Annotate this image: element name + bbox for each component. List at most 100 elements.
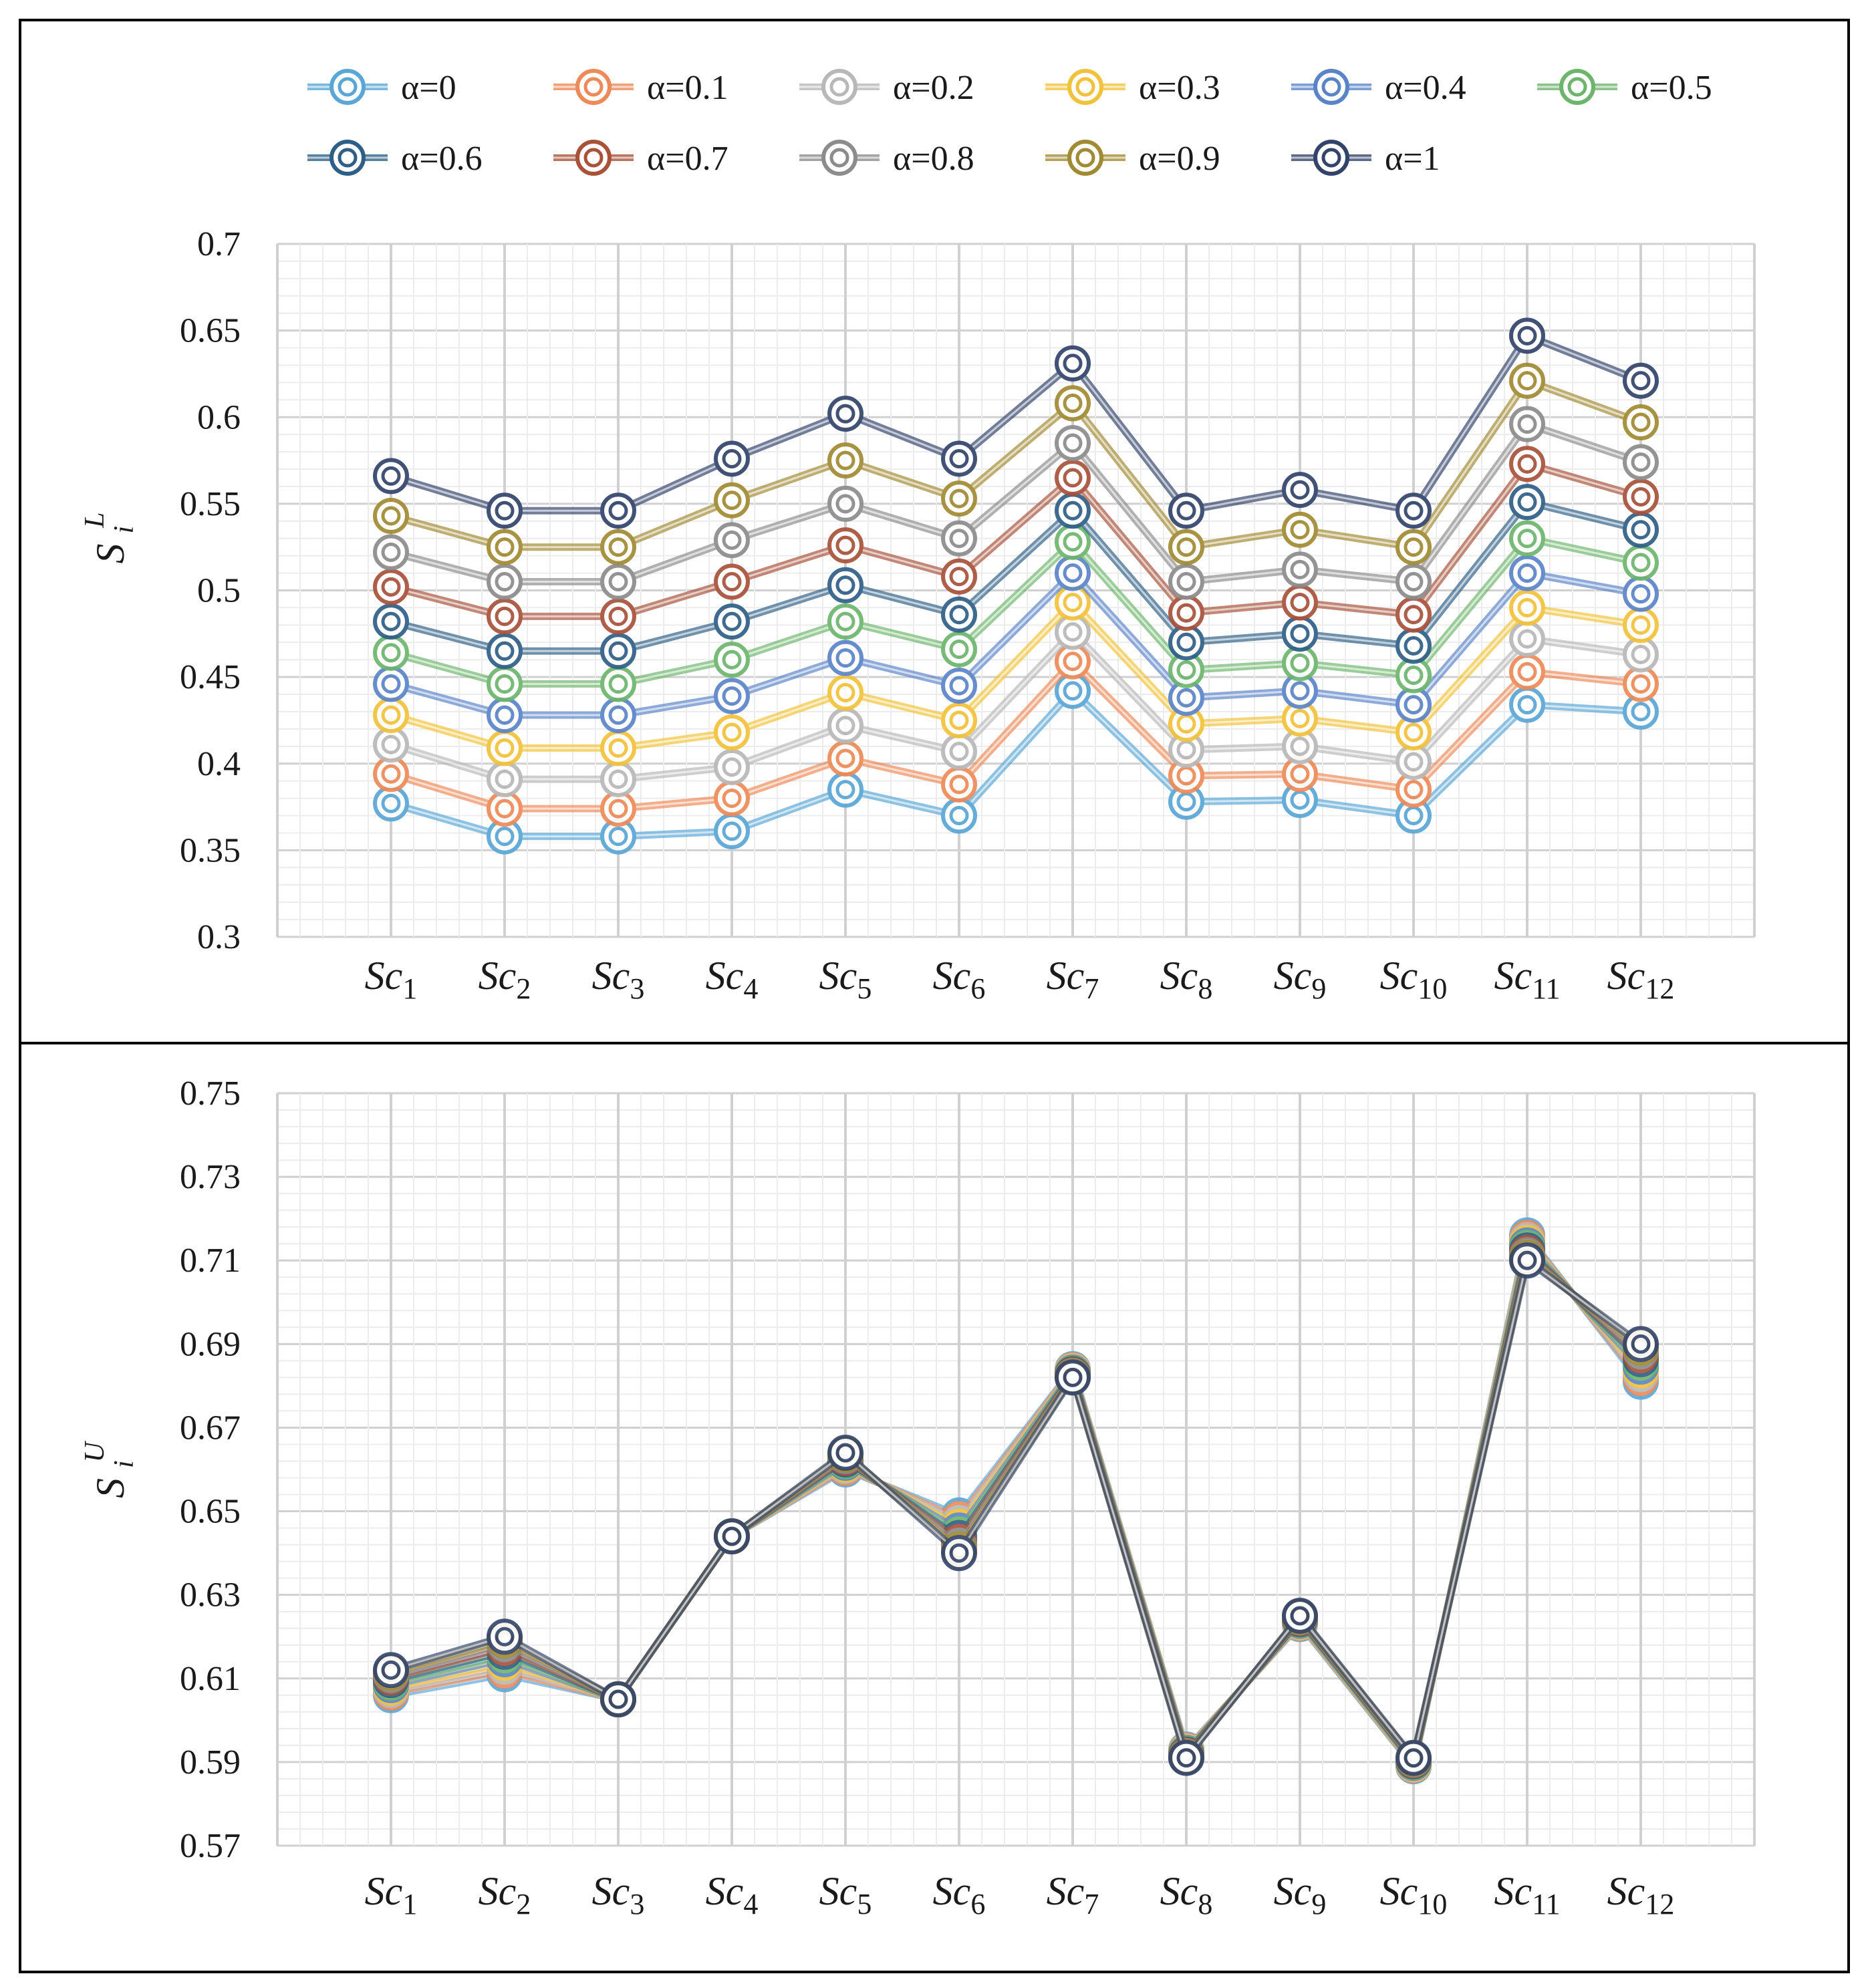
data-point xyxy=(1055,492,1091,529)
x-tick-label: Sc2 xyxy=(479,954,531,1005)
legend-entry: α=0.3 xyxy=(1045,69,1220,107)
x-tick-sub: 5 xyxy=(857,972,872,1005)
data-point xyxy=(714,678,750,714)
legend-entry: α=0.9 xyxy=(1045,140,1220,178)
data-point xyxy=(1509,484,1545,521)
x-tick-label: Sc6 xyxy=(933,954,986,1005)
data-point xyxy=(1055,613,1091,650)
y-tick-label: 0.65 xyxy=(180,1493,241,1531)
x-tick-base: Sc xyxy=(706,1869,744,1913)
x-tick-sub: 5 xyxy=(857,1888,872,1921)
x-tick-sub: 3 xyxy=(630,972,644,1005)
x-tick-sub: 2 xyxy=(516,1888,531,1921)
data-point xyxy=(1282,511,1318,548)
x-tick-base: Sc xyxy=(1047,954,1085,998)
data-point xyxy=(714,1518,750,1555)
x-tick-base: Sc xyxy=(1274,1869,1312,1913)
series-α=1 xyxy=(373,1242,1659,1776)
y-tick-label: 0.75 xyxy=(180,1075,241,1113)
data-point xyxy=(373,498,409,535)
x-tick-label: Sc3 xyxy=(592,954,645,1005)
data-point xyxy=(1623,693,1659,730)
legend-label: α=0.6 xyxy=(401,140,483,178)
series-line-highlight xyxy=(390,601,1641,749)
data-point xyxy=(600,492,636,529)
data-point xyxy=(487,633,523,670)
x-tick-base: Sc xyxy=(1274,954,1312,998)
y-tick-label: 0.6 xyxy=(197,398,241,436)
data-point xyxy=(941,520,977,557)
y-tick-label: 0.4 xyxy=(197,745,241,783)
x-tick-base: Sc xyxy=(819,954,857,998)
x-tick-base: Sc xyxy=(1380,1869,1418,1913)
y-tick-label: 0.59 xyxy=(180,1743,241,1782)
data-point xyxy=(600,791,636,827)
data-point xyxy=(714,522,750,559)
data-point xyxy=(1395,627,1432,664)
data-point xyxy=(1282,584,1318,621)
data-point xyxy=(1395,686,1432,723)
data-point xyxy=(714,482,750,519)
x-tick-base: Sc xyxy=(1160,1869,1198,1913)
y-tick-label: 0.55 xyxy=(180,485,241,523)
data-point xyxy=(1168,1739,1204,1776)
data-point xyxy=(487,598,523,635)
legend-entry: α=0.5 xyxy=(1537,69,1712,107)
data-point xyxy=(1395,529,1432,565)
data-point xyxy=(827,442,863,479)
y-axis-title-sub: i xyxy=(109,1460,140,1468)
x-tick-label: Sc10 xyxy=(1380,954,1448,1005)
data-point xyxy=(941,733,977,770)
legend-label: α=0 xyxy=(401,69,456,107)
y-tick-label: 0.45 xyxy=(180,658,241,696)
data-point xyxy=(1168,529,1204,565)
legend-entry: α=0.7 xyxy=(553,140,728,178)
series-line-highlight xyxy=(390,630,1641,780)
series-α=0.4 xyxy=(373,555,1659,734)
x-tick-label: Sc7 xyxy=(1047,1869,1099,1921)
data-point xyxy=(1509,555,1545,591)
x-tick-label: Sc4 xyxy=(706,954,759,1005)
data-point xyxy=(714,748,750,785)
data-point xyxy=(1509,686,1545,723)
y-tick-label: 0.69 xyxy=(180,1325,241,1363)
data-point xyxy=(1168,783,1204,820)
legend-entry: α=0.6 xyxy=(307,140,483,178)
x-tick-label: Sc4 xyxy=(706,1869,759,1921)
data-point xyxy=(827,1434,863,1471)
x-tick-base: Sc xyxy=(1607,954,1645,998)
series-α=0.9 xyxy=(373,362,1659,565)
data-point xyxy=(827,485,863,522)
legend-entry: α=0 xyxy=(307,69,456,107)
x-tick-base: Sc xyxy=(479,1869,517,1913)
data-point xyxy=(827,396,863,432)
data-point xyxy=(941,668,977,704)
data-point xyxy=(941,480,977,517)
data-point xyxy=(1395,492,1432,529)
legend-label: α=1 xyxy=(1385,140,1440,178)
data-point xyxy=(1282,645,1318,682)
x-tick-sub: 8 xyxy=(1198,1888,1212,1921)
data-point xyxy=(1055,1359,1091,1396)
data-point xyxy=(827,603,863,640)
x-tick-label: Sc5 xyxy=(819,1869,872,1921)
data-point xyxy=(827,527,863,564)
series-line-highlight xyxy=(390,501,1641,652)
data-point xyxy=(600,563,636,600)
data-point xyxy=(941,1535,977,1572)
data-point xyxy=(714,813,750,849)
data-point xyxy=(1055,555,1091,591)
data-point xyxy=(1168,492,1204,529)
data-point xyxy=(1509,406,1545,442)
x-tick-label: Sc9 xyxy=(1274,954,1327,1005)
y-tick-label: 0.63 xyxy=(180,1576,241,1614)
series-line-highlight xyxy=(390,1258,1641,1760)
x-axis-ticks: Sc1 Sc2 Sc3 Sc4 Sc5 Sc6 Sc7 Sc8 Sc9 Sc10 Sc11 Sc12 xyxy=(365,954,1675,1005)
series-α=1 xyxy=(373,317,1659,529)
x-tick-sub: 7 xyxy=(1084,1888,1099,1921)
x-tick-sub: 7 xyxy=(1084,972,1099,1005)
x-tick-base: Sc xyxy=(1494,954,1532,998)
legend-label: α=0.7 xyxy=(647,140,728,178)
y-tick-label: 0.71 xyxy=(180,1242,241,1280)
data-point xyxy=(941,596,977,633)
